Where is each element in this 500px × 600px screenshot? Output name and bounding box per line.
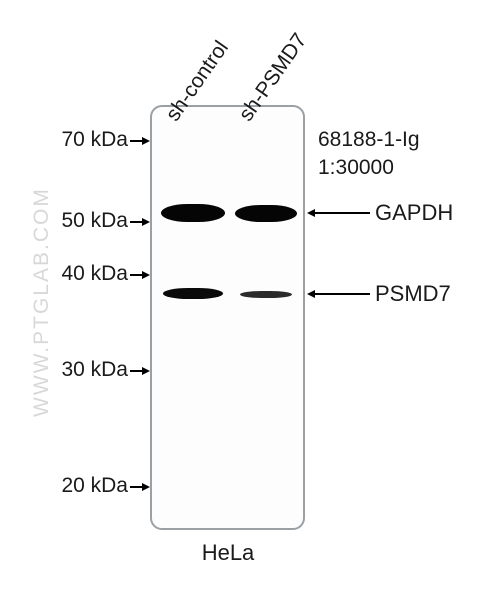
mw-label-40-kDa: 40 kDa [0,262,128,286]
band-psmd7-lane1 [240,291,292,298]
band-psmd7-lane0 [163,288,223,299]
band-gapdh-lane1 [235,205,297,222]
blot-membrane [150,105,305,530]
band-arrow-psmd7 [307,288,370,300]
band-label-psmd7: PSMD7 [375,281,451,307]
mw-arrow [130,481,150,493]
band-gapdh-lane0 [161,204,225,222]
figure-container: WWW.PTGLAB.COM 70 kDa50 kDa40 kDa30 kDa2… [0,0,500,600]
mw-label-20-kDa: 20 kDa [0,474,128,498]
antibody-catalog: 68188-1-Ig [318,128,420,152]
mw-label-50-kDa: 50 kDa [0,209,128,233]
sample-label: HeLa [188,540,268,566]
mw-label-70-kDa: 70 kDa [0,128,128,152]
mw-arrow [130,269,150,281]
mw-arrow [130,365,150,377]
band-label-gapdh: GAPDH [375,200,453,226]
band-arrow-gapdh [307,207,370,219]
mw-label-30-kDa: 30 kDa [0,358,128,382]
antibody-dilution: 1:30000 [318,156,394,180]
mw-arrow [130,135,150,147]
mw-arrow [130,216,150,228]
